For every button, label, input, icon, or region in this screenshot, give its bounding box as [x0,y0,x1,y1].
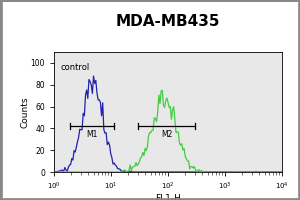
Text: M1: M1 [86,130,98,139]
X-axis label: FL1-H: FL1-H [155,194,181,200]
Text: control: control [61,63,90,72]
Y-axis label: Counts: Counts [20,96,29,128]
Text: MDA-MB435: MDA-MB435 [116,14,220,29]
Text: M2: M2 [161,130,172,139]
